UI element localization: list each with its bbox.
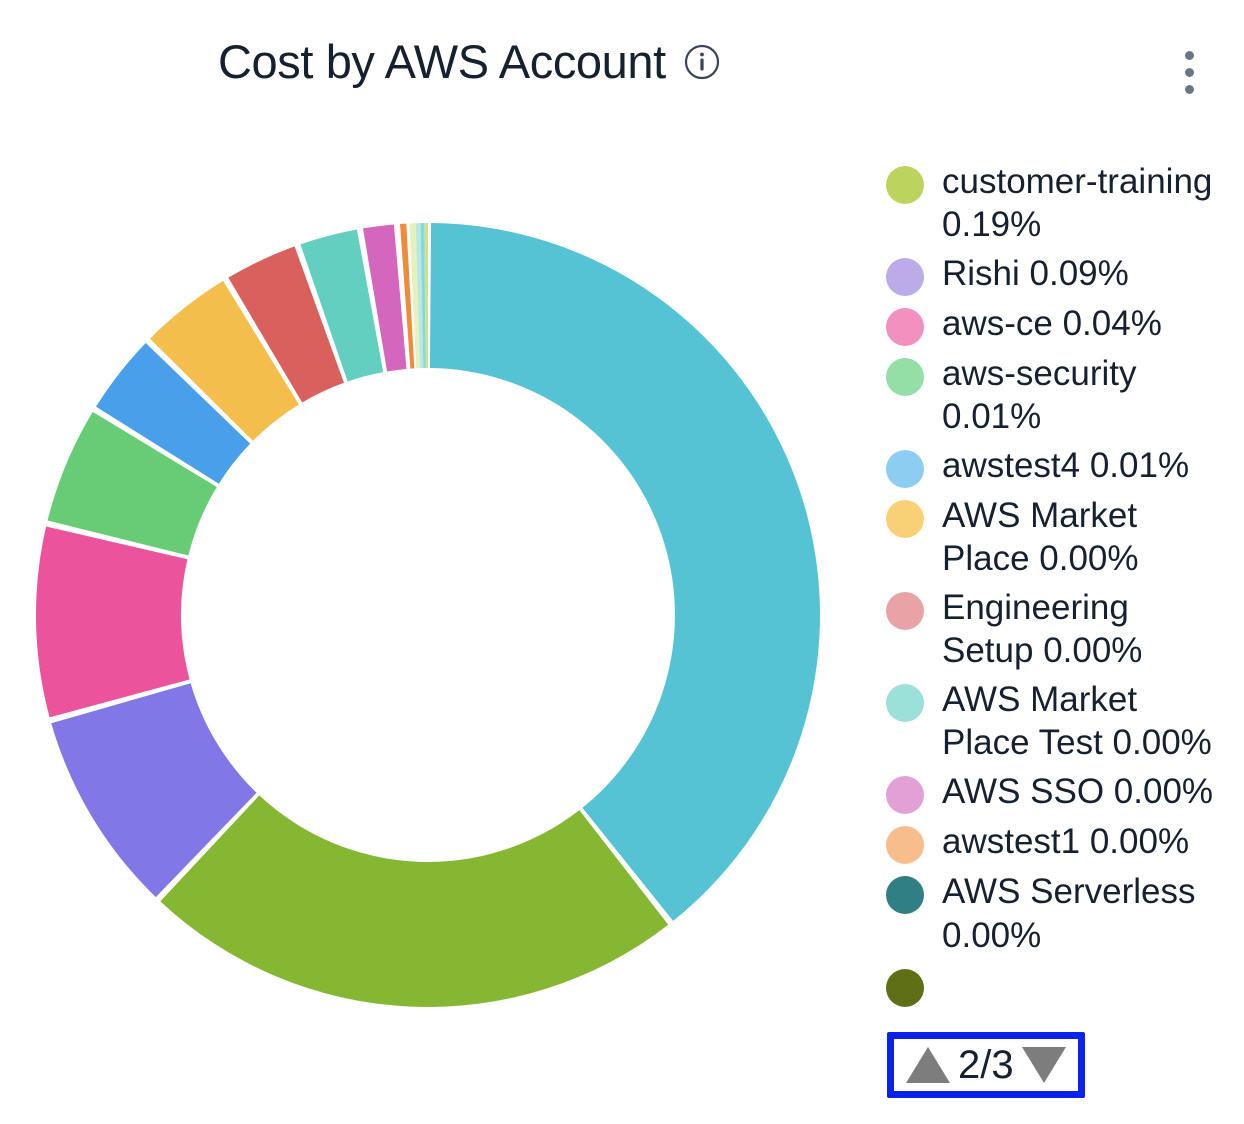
legend-item-label: AWS Market Place Test 0.00% <box>942 680 1212 763</box>
legend-item-label: Rishi 0.09% <box>942 254 1129 294</box>
legend-item-label: Engineering Setup 0.00% <box>942 588 1143 671</box>
donut-segment[interactable] <box>400 223 415 369</box>
legend-item[interactable]: aws-ce 0.04% <box>886 302 1244 347</box>
title-block: Cost by AWS Account <box>218 38 720 85</box>
legend-item[interactable] <box>886 963 1244 1007</box>
widget-header: Cost by AWS Account <box>0 0 1244 130</box>
legend-item[interactable]: aws-security 0.01% <box>886 352 1244 438</box>
donut-segment[interactable] <box>228 246 344 403</box>
kebab-dot <box>1184 84 1194 94</box>
triangle-down-icon[interactable] <box>1021 1047 1066 1083</box>
legend-item[interactable]: AWS Serverless 0.00% <box>886 870 1244 956</box>
donut-segment[interactable] <box>35 526 190 718</box>
donut-segment[interactable] <box>95 343 251 484</box>
legend-swatch-icon <box>886 876 924 915</box>
legend-swatch-icon <box>886 968 924 1007</box>
legend-pagination[interactable]: 2/3 <box>887 1032 1085 1098</box>
kebab-menu-icon[interactable] <box>1172 42 1206 102</box>
info-circle-icon[interactable] <box>684 44 720 80</box>
donut-segment[interactable] <box>420 223 426 369</box>
legend-item[interactable]: Rishi 0.09% <box>886 252 1244 297</box>
donut-segment[interactable] <box>415 223 424 369</box>
legend-item-label: aws-ce 0.04% <box>942 304 1162 344</box>
legend-swatch-icon <box>886 450 924 489</box>
donut-segment[interactable] <box>409 223 421 369</box>
legend-swatch-icon <box>886 826 924 865</box>
legend-item-label: awstest1 0.00% <box>942 822 1190 862</box>
legend-swatch-icon <box>886 358 924 397</box>
chart-area <box>0 130 880 1124</box>
legend-item[interactable]: AWS SSO 0.00% <box>886 770 1244 815</box>
legend-item-label: aws-security 0.01% <box>942 354 1137 437</box>
legend-swatch-icon <box>886 592 924 631</box>
legend-item[interactable]: AWS Market Place Test 0.00% <box>886 678 1244 764</box>
chart-legend[interactable]: customer-training 0.19% Rishi 0.09% aws-ce… <box>886 160 1244 1040</box>
donut-segment[interactable] <box>47 411 217 556</box>
legend-item-label: awstest4 0.01% <box>942 446 1190 486</box>
legend-swatch-icon <box>886 258 924 297</box>
kebab-dot <box>1184 67 1194 77</box>
legend-swatch-icon <box>886 166 924 204</box>
legend-item[interactable]: Engineering Setup 0.00% <box>886 586 1244 672</box>
donut-segment[interactable] <box>424 223 428 369</box>
legend-swatch-icon <box>886 500 924 539</box>
legend-item[interactable]: AWS Market Place 0.00% <box>886 494 1244 580</box>
legend-item[interactable]: awstest4 0.01% <box>886 444 1244 489</box>
legend-item-label: AWS Market Place 0.00% <box>942 496 1139 579</box>
legend-item-label: AWS SSO 0.00% <box>942 772 1214 812</box>
triangle-up-icon[interactable] <box>906 1047 950 1083</box>
kebab-dot <box>1184 50 1194 60</box>
donut-segment[interactable] <box>429 223 820 921</box>
legend-item-label: customer-training 0.19% <box>942 162 1213 245</box>
donut-chart[interactable] <box>28 215 828 1015</box>
legend-page-indicator: 2/3 <box>958 1043 1014 1087</box>
donut-segment[interactable] <box>300 229 384 382</box>
donut-segment[interactable] <box>160 795 669 1008</box>
legend-item[interactable]: awstest1 0.00% <box>886 820 1244 865</box>
legend-swatch-icon <box>886 776 924 815</box>
donut-segment[interactable] <box>362 224 407 372</box>
legend-item[interactable]: customer-training 0.19% <box>886 160 1244 246</box>
legend-item-label: AWS Serverless 0.00% <box>942 872 1196 955</box>
legend-swatch-icon <box>886 308 924 347</box>
donut-segment[interactable] <box>51 683 257 898</box>
page-title: Cost by AWS Account <box>218 35 666 88</box>
donut-segment[interactable] <box>150 280 299 441</box>
legend-swatch-icon <box>886 684 924 723</box>
